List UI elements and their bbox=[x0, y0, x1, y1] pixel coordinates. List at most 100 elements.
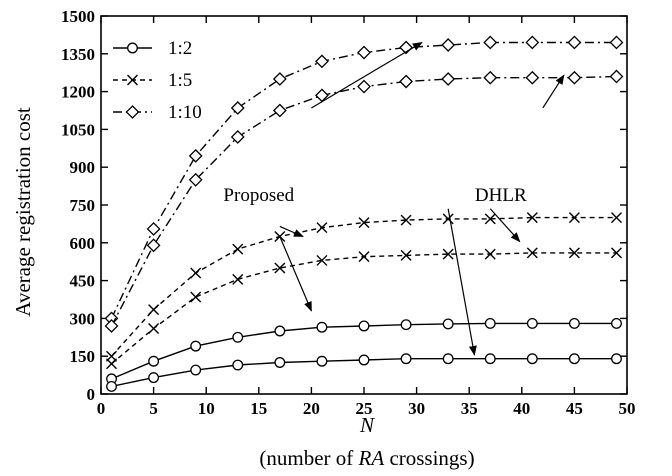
x-marker-stroke bbox=[484, 248, 496, 260]
data-point bbox=[106, 358, 118, 370]
y-tick-label: 900 bbox=[70, 158, 96, 177]
data-point bbox=[484, 317, 496, 329]
data-point bbox=[610, 212, 622, 224]
y-tick-label: 1350 bbox=[61, 45, 95, 64]
annotation-proposed: Proposed bbox=[223, 41, 423, 312]
data-point bbox=[526, 353, 538, 365]
data-point bbox=[104, 319, 119, 333]
series-line bbox=[111, 252, 617, 365]
data-point bbox=[148, 304, 160, 316]
data-point bbox=[146, 238, 161, 253]
y-tick-label: 1200 bbox=[61, 83, 95, 102]
x-marker-stroke bbox=[526, 212, 538, 224]
series-1-2-proposed bbox=[106, 317, 622, 385]
data-point bbox=[483, 35, 498, 50]
y-tick-label: 150 bbox=[70, 347, 96, 366]
data-point bbox=[232, 273, 244, 285]
data-point bbox=[611, 317, 622, 329]
y-tick-label: 0 bbox=[87, 385, 96, 404]
data-point bbox=[441, 38, 456, 52]
data-point bbox=[230, 101, 245, 115]
data-point bbox=[106, 380, 117, 392]
data-point bbox=[399, 74, 413, 89]
x-marker-stroke bbox=[274, 262, 286, 274]
data-point bbox=[525, 35, 540, 50]
data-point bbox=[568, 247, 580, 259]
data-point bbox=[568, 212, 580, 224]
series-1-2-dhlr bbox=[106, 353, 622, 392]
data-point bbox=[188, 172, 203, 187]
annotations: Proposed DHLR bbox=[223, 41, 565, 356]
data-point bbox=[146, 222, 161, 236]
annotation-arrow bbox=[542, 74, 565, 109]
data-point bbox=[358, 217, 370, 229]
annotation-arrow bbox=[279, 225, 304, 238]
data-point bbox=[190, 364, 202, 376]
x-marker-stroke bbox=[400, 214, 412, 226]
data-point bbox=[525, 70, 540, 85]
data-point bbox=[188, 148, 203, 163]
data-point bbox=[400, 214, 412, 226]
legend-label: 1:2 bbox=[168, 38, 192, 59]
data-point bbox=[274, 357, 286, 368]
x-marker-stroke bbox=[106, 358, 118, 370]
data-point bbox=[357, 79, 371, 94]
data-point bbox=[400, 249, 412, 261]
x-tick-label: 20 bbox=[303, 399, 320, 418]
data-point bbox=[232, 243, 244, 255]
x-tick-label: 15 bbox=[250, 399, 267, 418]
x-tick-label: 25 bbox=[356, 399, 373, 418]
x-marker-stroke bbox=[610, 212, 622, 224]
data-point bbox=[483, 70, 498, 85]
y-axis-ticks: 0 150 300 450 600 750 900 1050 1200 1350 1500 bbox=[61, 7, 627, 404]
legend-label: 1:10 bbox=[168, 102, 202, 123]
data-point bbox=[232, 331, 244, 343]
x-marker-stroke bbox=[400, 249, 412, 261]
x-marker-stroke bbox=[358, 217, 370, 229]
data-point bbox=[484, 248, 496, 260]
x-tick-label: 45 bbox=[566, 399, 583, 418]
data-point bbox=[148, 372, 160, 384]
legend-marker bbox=[127, 42, 138, 54]
data-point bbox=[568, 353, 580, 365]
data-point bbox=[442, 353, 454, 365]
data-point bbox=[441, 72, 456, 86]
x-axis-subtitle-suffix: crossings) bbox=[384, 446, 474, 470]
x-marker-stroke bbox=[190, 267, 202, 279]
data-point bbox=[567, 35, 582, 50]
data-point bbox=[274, 262, 286, 274]
data-point bbox=[568, 317, 580, 329]
x-axis-ticks: 0 5 10 15 20 25 30 35 40 45 50 bbox=[97, 16, 636, 418]
data-point bbox=[484, 213, 496, 225]
legend-marker bbox=[125, 105, 140, 119]
x-marker-stroke bbox=[442, 248, 454, 260]
data-point bbox=[611, 353, 622, 365]
data-point bbox=[526, 212, 538, 224]
data-point bbox=[316, 254, 328, 266]
annotation-label: Proposed bbox=[223, 185, 294, 206]
data-point bbox=[274, 325, 286, 337]
annotation-label: DHLR bbox=[475, 185, 527, 206]
x-marker-stroke bbox=[316, 222, 328, 234]
data-point bbox=[272, 103, 287, 118]
data-point bbox=[400, 319, 412, 331]
data-point bbox=[442, 248, 454, 260]
data-point bbox=[316, 355, 328, 367]
x-marker-stroke bbox=[484, 213, 496, 225]
y-tick-label: 750 bbox=[70, 196, 96, 215]
annotation-arrow bbox=[489, 208, 521, 243]
y-tick-label: 1050 bbox=[61, 120, 95, 139]
x-tick-label: 35 bbox=[461, 399, 478, 418]
data-point bbox=[609, 35, 624, 50]
data-point bbox=[190, 291, 202, 303]
data-point bbox=[358, 354, 370, 366]
data-point bbox=[315, 54, 329, 69]
series-line bbox=[110, 216, 617, 357]
y-tick-label: 450 bbox=[70, 272, 96, 291]
x-tick-label: 0 bbox=[97, 399, 106, 418]
x-marker-stroke bbox=[442, 213, 454, 225]
legend-item-1-2: 1:2 bbox=[113, 38, 192, 59]
y-tick-label: 300 bbox=[70, 309, 96, 328]
data-point bbox=[400, 353, 412, 365]
